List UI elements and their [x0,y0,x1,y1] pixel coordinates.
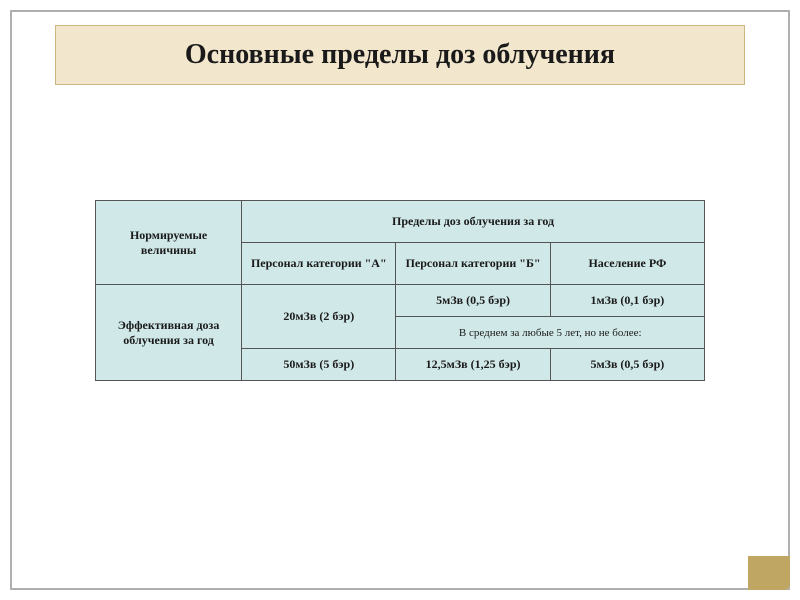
corner-accent [748,556,790,590]
col-header-b: Персонал категории "Б" [396,243,550,285]
cell-a-max: 50мЗв (5 бэр) [242,349,396,381]
dose-limits-table: Нормируемые величины Пределы доз облучен… [95,200,705,381]
col-header-population: Население РФ [550,243,704,285]
row-label-effective-dose: Эффективная доза облучения за год [96,285,242,381]
col-header-a: Персонал категории "А" [242,243,396,285]
super-header: Пределы доз облучения за год [242,201,705,243]
cell-b-annual: 5мЗв (0,5 бэр) [396,285,550,317]
cell-a-annual: 20мЗв (2 бэр) [242,285,396,349]
title-bar: Основные пределы доз облучения [55,25,745,85]
row-header-label: Нормируемые величины [96,201,242,285]
cell-pop-max: 5мЗв (0,5 бэр) [550,349,704,381]
cell-b-max: 12,5мЗв (1,25 бэр) [396,349,550,381]
cell-pop-annual: 1мЗв (0,1 бэр) [550,285,704,317]
note-5year-avg: В среднем за любые 5 лет, но не более: [396,317,705,349]
slide-title: Основные пределы доз облучения [185,39,615,71]
